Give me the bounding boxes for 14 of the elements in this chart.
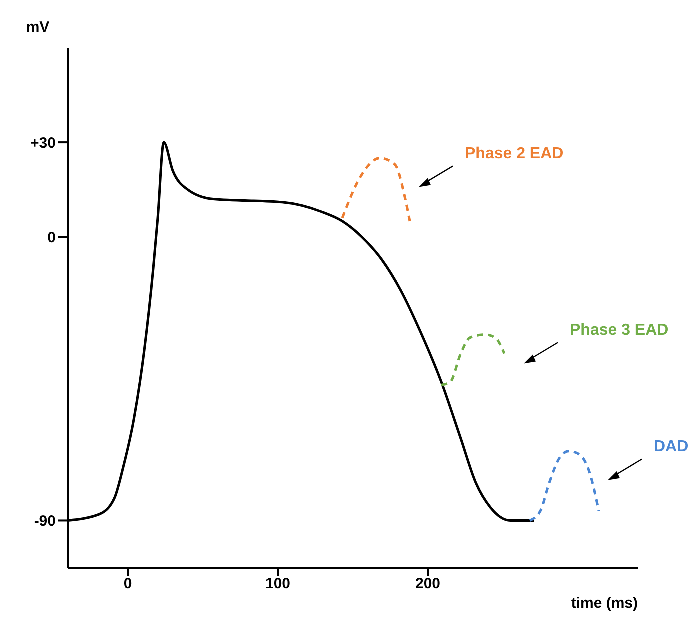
- line-series: [341, 157, 412, 223]
- text: Phase 3 EAD: [570, 322, 669, 339]
- text: DAD: [654, 438, 689, 456]
- text: Phase 2 EAD: [465, 145, 564, 162]
- y-tick-label: 0: [48, 229, 56, 246]
- x-tick-label: 100: [265, 576, 291, 593]
- line-series: [440, 334, 506, 386]
- y-tick-label: -90: [34, 513, 56, 530]
- y-axis-title: mV: [26, 19, 50, 36]
- x-tick-label: 200: [415, 576, 441, 593]
- y-tick-label: +30: [30, 134, 56, 152]
- x-axis-title: time (ms): [571, 595, 638, 612]
- x-tick-label: 0: [124, 576, 132, 593]
- line-series: [528, 450, 600, 522]
